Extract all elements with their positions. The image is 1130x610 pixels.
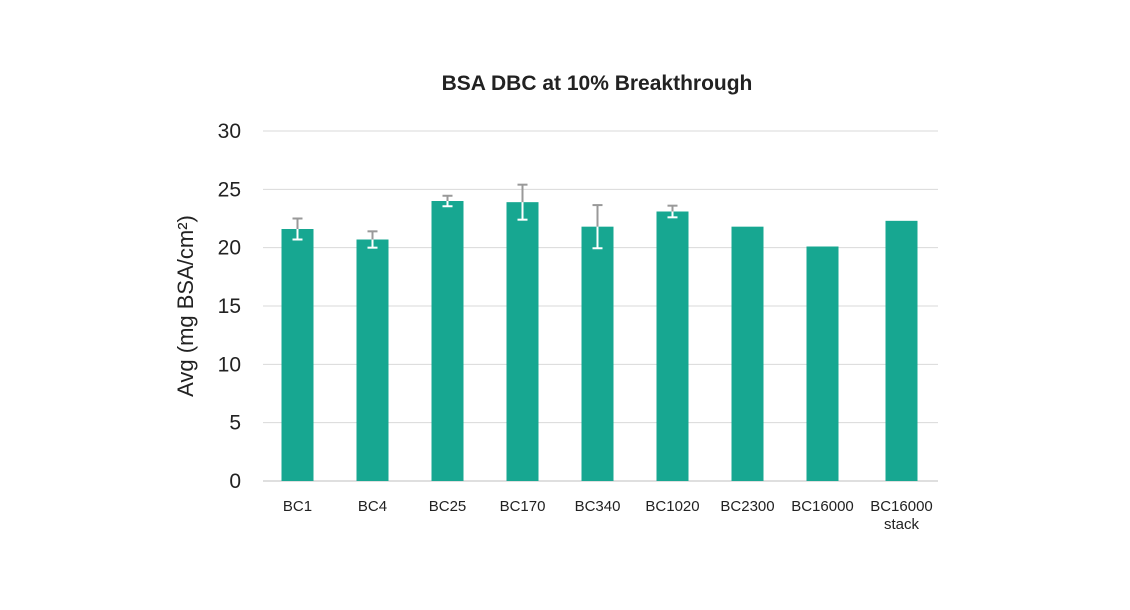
x-tick-label: BC1 [283, 498, 312, 515]
bar [806, 246, 839, 481]
y-tick-label: 30 [218, 120, 241, 143]
x-tick-label: BC4 [358, 498, 387, 515]
error-bar [517, 183, 528, 221]
error-bar [667, 204, 678, 219]
x-tick-label: BC25 [429, 498, 467, 515]
bar [506, 202, 539, 481]
y-tick-label: 10 [218, 353, 241, 376]
bar [431, 201, 464, 481]
bar [581, 226, 614, 481]
x-tick-label: BC340 [575, 498, 621, 515]
y-tick-label: 5 [229, 412, 241, 435]
error-bar [442, 194, 453, 208]
y-tick-label: 0 [229, 470, 241, 493]
error-bar [592, 204, 603, 250]
y-tick-label: 20 [218, 237, 241, 260]
y-tick-label: 25 [218, 178, 241, 201]
bar [885, 220, 918, 482]
chart-title: BSA DBC at 10% Breakthrough [442, 72, 753, 95]
bar [356, 239, 389, 481]
error-bar [367, 230, 378, 249]
y-tick-label: 15 [218, 295, 241, 318]
x-tick-label: BC170 [500, 498, 546, 515]
bar [731, 226, 764, 481]
x-tick-label: stack [884, 516, 920, 533]
x-tick-label: BC16000 [791, 498, 854, 515]
bar [656, 211, 689, 481]
error-bar [292, 217, 303, 241]
x-tick-label: BC2300 [720, 498, 774, 515]
x-tick-label: BC16000 [870, 498, 933, 515]
x-tick-label: BC1020 [645, 498, 699, 515]
bar [281, 229, 314, 481]
y-axis-label: Avg (mg BSA/cm²) [173, 215, 198, 397]
